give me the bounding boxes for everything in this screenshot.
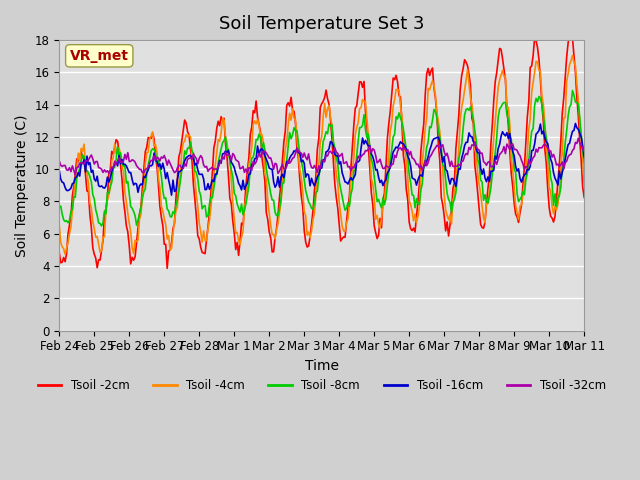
X-axis label: Time: Time: [305, 359, 339, 373]
Legend: Tsoil -2cm, Tsoil -4cm, Tsoil -8cm, Tsoil -16cm, Tsoil -32cm: Tsoil -2cm, Tsoil -4cm, Tsoil -8cm, Tsoi…: [33, 375, 611, 397]
Y-axis label: Soil Temperature (C): Soil Temperature (C): [15, 114, 29, 256]
Title: Soil Temperature Set 3: Soil Temperature Set 3: [219, 15, 424, 33]
Text: VR_met: VR_met: [70, 49, 129, 63]
